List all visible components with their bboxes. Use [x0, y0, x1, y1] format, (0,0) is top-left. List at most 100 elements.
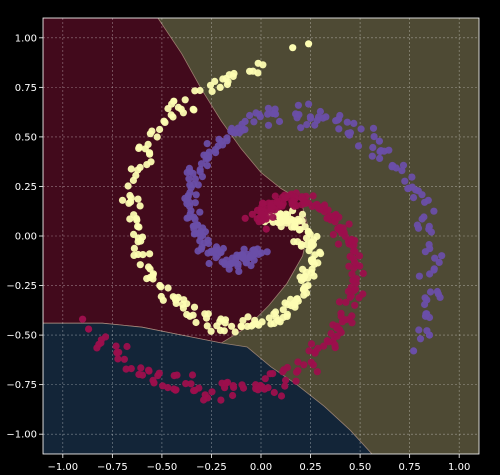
data-point [264, 110, 272, 118]
data-point [311, 121, 319, 129]
data-point [190, 303, 199, 311]
data-point [325, 338, 333, 346]
data-point [298, 210, 307, 218]
data-point [261, 375, 269, 383]
data-point [164, 384, 172, 392]
data-point [231, 328, 239, 336]
data-point [190, 213, 198, 221]
data-point [160, 117, 168, 125]
data-point [219, 75, 227, 83]
data-point [217, 396, 225, 404]
data-point [139, 251, 147, 259]
data-point [264, 384, 272, 392]
data-point [157, 283, 165, 291]
data-point [277, 392, 286, 400]
data-point [228, 128, 237, 136]
x-tick-label: 0.75 [399, 462, 421, 473]
data-point [138, 371, 147, 379]
data-point [332, 117, 340, 125]
data-point [170, 372, 178, 380]
data-point [251, 247, 259, 255]
data-point [252, 109, 260, 117]
data-point [208, 87, 216, 95]
data-point [288, 197, 296, 205]
data-point [118, 196, 127, 204]
data-point [344, 287, 352, 295]
data-point [276, 210, 285, 218]
data-point [266, 370, 274, 378]
data-point [332, 210, 340, 219]
data-point [310, 236, 318, 244]
data-point [203, 322, 211, 330]
data-point [135, 223, 143, 231]
data-point [246, 67, 254, 75]
data-point [244, 313, 252, 321]
data-point [196, 208, 204, 216]
data-point [186, 198, 194, 206]
data-point [134, 166, 142, 174]
y-tick-label: −0.50 [6, 331, 37, 342]
y-tick-label: −0.75 [6, 380, 37, 391]
data-point [113, 349, 121, 357]
data-point [306, 113, 314, 121]
data-point [413, 221, 421, 229]
data-point [276, 318, 284, 326]
data-point [164, 284, 172, 292]
data-point [335, 125, 343, 133]
data-point [149, 376, 157, 384]
data-point [169, 113, 177, 121]
data-point [307, 358, 315, 366]
data-point [310, 272, 318, 280]
y-tick-label: −1.00 [6, 430, 37, 441]
data-point [401, 177, 409, 185]
data-point [277, 223, 285, 231]
y-tick-label: 0.75 [15, 83, 37, 94]
data-point [197, 245, 205, 253]
data-point [146, 250, 154, 258]
data-point [426, 288, 435, 296]
data-point [368, 152, 376, 160]
data-point [335, 298, 344, 306]
data-point [235, 267, 243, 275]
data-point [216, 317, 224, 325]
data-point [338, 229, 346, 237]
data-point [281, 217, 289, 225]
data-point [229, 382, 237, 390]
data-point [127, 165, 135, 173]
data-point [143, 275, 151, 283]
data-point [129, 176, 137, 184]
data-point [183, 310, 191, 319]
data-point [410, 347, 418, 355]
data-point [304, 282, 312, 290]
data-point [307, 340, 316, 348]
data-point [418, 215, 426, 223]
x-tick-label: −0.50 [147, 462, 178, 473]
data-point [327, 329, 335, 338]
data-point [192, 318, 200, 327]
y-tick-label: 1.00 [15, 33, 37, 44]
data-point [181, 96, 189, 104]
data-point [329, 231, 337, 239]
data-point [207, 248, 215, 256]
data-point [425, 331, 434, 339]
data-point [259, 199, 267, 207]
data-point [399, 161, 408, 169]
data-point [292, 377, 300, 385]
data-point [186, 168, 194, 176]
data-point [200, 396, 208, 404]
data-point [191, 175, 199, 183]
scatter-points [79, 40, 446, 404]
data-point [125, 199, 133, 207]
data-point [405, 184, 413, 192]
data-point [313, 368, 321, 376]
data-point [283, 363, 291, 372]
data-point [170, 97, 178, 105]
data-point [143, 161, 151, 169]
data-point [350, 286, 358, 295]
data-point [136, 202, 144, 210]
data-point [120, 355, 128, 363]
data-point [183, 300, 191, 308]
y-tick-label: 0.25 [15, 182, 37, 193]
data-point [132, 215, 141, 223]
data-point [355, 252, 364, 260]
